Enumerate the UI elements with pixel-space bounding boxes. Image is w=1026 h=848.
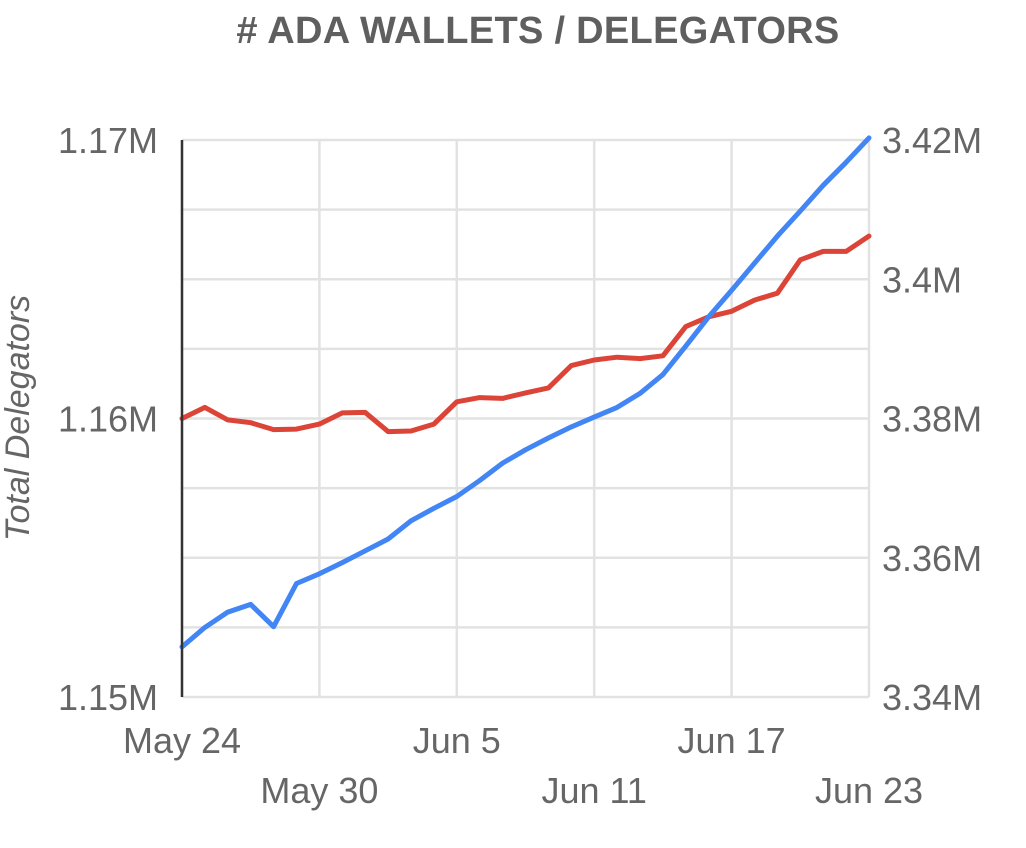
data-point-left xyxy=(363,410,368,415)
data-point-left xyxy=(637,356,643,361)
right-tick-label: 3.36M xyxy=(882,538,982,579)
data-point-right xyxy=(500,460,505,466)
data-point-right xyxy=(821,183,826,188)
data-point-left xyxy=(592,357,597,363)
data-point-left xyxy=(271,427,276,432)
data-point-right xyxy=(546,435,551,441)
data-point-left xyxy=(294,426,299,432)
data-point-right xyxy=(454,494,459,499)
data-point-right xyxy=(683,343,688,349)
data-point-right xyxy=(225,609,230,615)
data-point-right xyxy=(294,581,299,586)
right-tick-label: 3.4M xyxy=(882,259,962,300)
data-point-left xyxy=(431,421,437,427)
x-tick-label: Jun 5 xyxy=(413,720,501,761)
series-lines xyxy=(179,135,872,650)
left-tick-label: 1.15M xyxy=(58,677,158,718)
data-point-right xyxy=(706,314,711,320)
data-point-right xyxy=(317,571,322,576)
data-point-left xyxy=(477,395,482,400)
data-point-right xyxy=(843,160,849,165)
data-point-right xyxy=(866,135,872,141)
series-line-left xyxy=(179,233,872,435)
data-point-right xyxy=(660,372,666,377)
y-axis-label: Total Delegators xyxy=(0,295,37,541)
left-tick-label: 1.17M xyxy=(58,120,158,161)
gridlines xyxy=(180,138,871,699)
left-tick-label: 1.16M xyxy=(58,399,158,440)
data-point-right xyxy=(385,536,391,542)
data-point-left xyxy=(340,410,345,416)
data-point-left xyxy=(408,428,414,434)
data-point-left xyxy=(821,249,826,254)
data-point-left xyxy=(385,429,391,434)
x-tick-label: May 30 xyxy=(260,770,378,811)
data-point-right xyxy=(340,560,345,565)
data-point-left xyxy=(866,233,872,239)
data-point-right xyxy=(798,208,803,214)
data-point-left xyxy=(500,396,505,401)
data-point-left xyxy=(729,309,734,314)
data-point-left xyxy=(569,363,574,368)
data-point-left xyxy=(225,417,230,423)
tick-labels: 1.15M 1.16M 1.17M 3.34M 3.36M 3.38M 3.4M 3.42M M… xyxy=(58,120,982,811)
data-point-right xyxy=(569,424,574,430)
data-point-left xyxy=(546,385,551,391)
data-point-left xyxy=(454,399,459,404)
data-point-left xyxy=(614,355,620,360)
data-point-right xyxy=(752,261,757,266)
data-point-right xyxy=(637,391,643,396)
data-point-left xyxy=(660,353,666,359)
data-point-right xyxy=(408,518,414,524)
data-point-right xyxy=(592,414,597,420)
data-point-left xyxy=(752,297,757,303)
data-point-right xyxy=(614,405,620,410)
data-point-left xyxy=(843,249,849,254)
data-point-right xyxy=(363,548,368,553)
data-point-right xyxy=(271,624,276,629)
right-tick-label: 3.34M xyxy=(882,677,982,718)
data-point-right xyxy=(431,506,437,511)
right-tick-label: 3.42M xyxy=(882,120,982,161)
data-point-left xyxy=(775,290,780,296)
data-point-right xyxy=(477,478,482,483)
right-tick-label: 3.38M xyxy=(882,399,982,440)
x-tick-label: Jun 11 xyxy=(541,770,646,811)
x-tick-label: Jun 23 xyxy=(815,770,923,811)
x-tick-label: Jun 17 xyxy=(678,720,786,761)
x-tick-label: May 24 xyxy=(123,720,241,761)
data-point-left xyxy=(317,421,322,427)
data-point-left xyxy=(798,257,803,262)
data-point-right xyxy=(523,447,528,453)
data-point-left xyxy=(248,420,253,425)
chart-title: # ADA WALLETS / DELEGATORS xyxy=(236,10,840,52)
data-point-right xyxy=(202,625,208,630)
data-point-left xyxy=(683,324,688,329)
data-point-left xyxy=(523,390,528,396)
data-point-right xyxy=(729,288,734,293)
data-point-left xyxy=(202,405,208,410)
data-point-right xyxy=(248,602,253,607)
data-point-right xyxy=(775,233,780,239)
